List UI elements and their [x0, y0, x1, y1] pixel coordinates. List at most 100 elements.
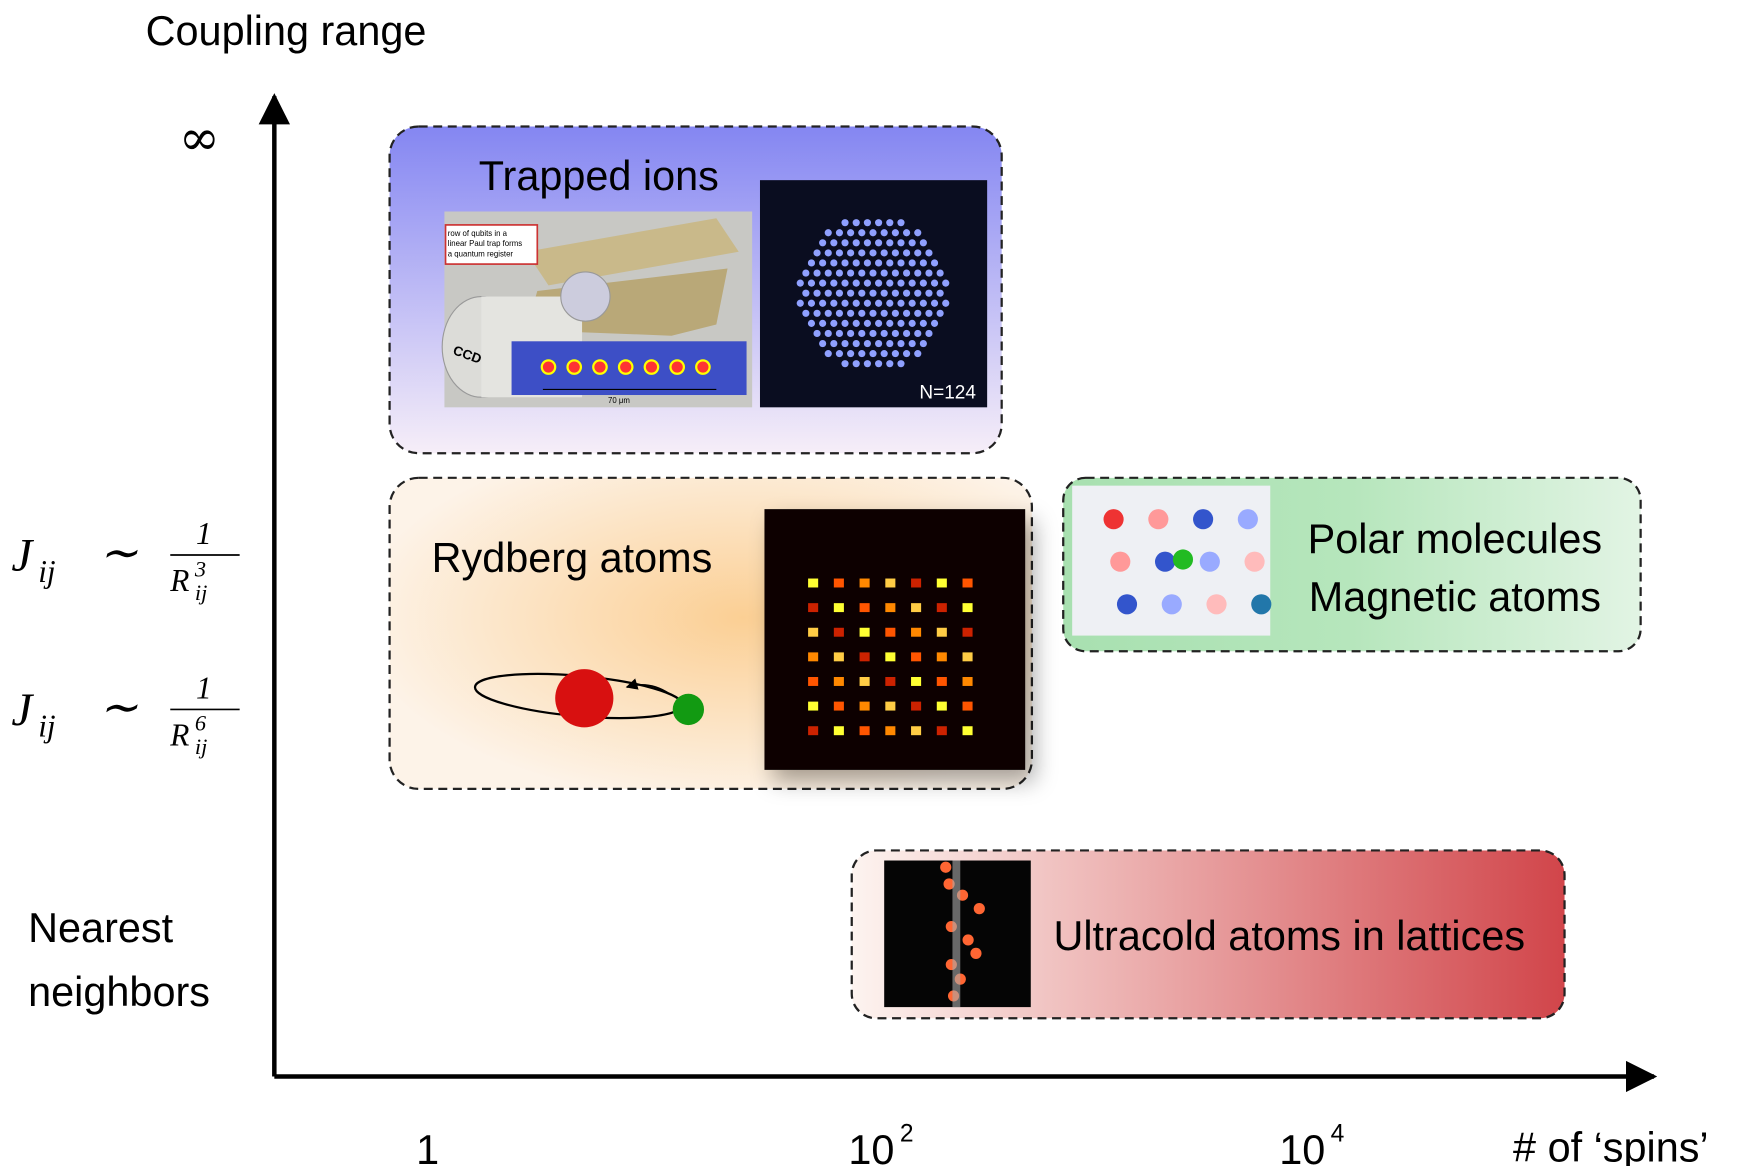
ion — [886, 300, 893, 307]
ion — [841, 259, 848, 266]
atom-site — [911, 628, 921, 637]
atom-site — [911, 702, 921, 711]
x-tick-label: 10 — [1279, 1127, 1325, 1166]
molecule — [1104, 509, 1124, 529]
atom-site — [860, 702, 870, 711]
ion — [813, 249, 820, 256]
ion — [696, 360, 709, 373]
atom-site — [963, 702, 973, 711]
atom-site — [834, 628, 844, 637]
ion — [881, 350, 888, 357]
ion-crystal-image: N=124 — [760, 180, 987, 407]
ion — [847, 249, 854, 256]
atom-site — [937, 628, 947, 637]
ion — [897, 259, 904, 266]
ion — [875, 239, 882, 246]
ion — [853, 239, 860, 246]
ion — [830, 300, 837, 307]
ion — [920, 340, 927, 347]
ion — [825, 229, 832, 236]
ion — [836, 269, 843, 276]
image-text: a quantum register — [448, 249, 514, 258]
ion — [853, 300, 860, 307]
atom-site — [911, 603, 921, 612]
ion — [903, 310, 910, 317]
molecule — [1193, 509, 1213, 529]
ion — [853, 360, 860, 367]
ion — [897, 340, 904, 347]
ion — [858, 310, 865, 317]
ion — [869, 330, 876, 337]
ion — [892, 330, 899, 337]
x-tick-label: 10 — [848, 1127, 894, 1166]
image-text: N=124 — [919, 382, 976, 403]
ion — [892, 249, 899, 256]
atom — [974, 903, 985, 914]
ion — [931, 320, 938, 327]
ion — [892, 350, 899, 357]
ion — [903, 249, 910, 256]
ion — [937, 290, 944, 297]
ion — [897, 360, 904, 367]
ion — [841, 239, 848, 246]
ion — [881, 229, 888, 236]
ion — [892, 229, 899, 236]
ion — [886, 320, 893, 327]
ion — [836, 350, 843, 357]
ion — [869, 249, 876, 256]
atom-site — [937, 579, 947, 588]
atom-site — [937, 702, 947, 711]
formula-sup: 3 — [194, 556, 206, 581]
ion — [903, 350, 910, 357]
ion — [909, 239, 916, 246]
ion — [858, 269, 865, 276]
ion — [847, 330, 854, 337]
ion — [897, 219, 904, 226]
platform-label: Magnetic atoms — [1309, 574, 1601, 620]
formula-sub: ij — [195, 734, 207, 759]
ion — [825, 310, 832, 317]
ion — [864, 259, 871, 266]
ion — [925, 330, 932, 337]
ion — [830, 340, 837, 347]
molecule — [1155, 552, 1175, 572]
ion — [847, 229, 854, 236]
ion — [931, 300, 938, 307]
ion — [825, 290, 832, 297]
atom-site — [808, 726, 818, 735]
ion — [858, 350, 865, 357]
ion — [847, 310, 854, 317]
atom-site — [885, 579, 895, 588]
molecule — [1117, 594, 1137, 614]
ion — [619, 360, 632, 373]
formula-sup: 6 — [195, 711, 207, 736]
ion — [875, 280, 882, 287]
platform-label: Ultracold atoms in lattices — [1053, 913, 1525, 959]
ion — [909, 259, 916, 266]
ion — [819, 320, 826, 327]
diagram: Coupling range # of ‘spins’ ∞ Jij∼1R3ij … — [0, 0, 1746, 1166]
image-text: row of qubits in a — [448, 229, 508, 238]
molecule — [1148, 509, 1168, 529]
atom-site — [963, 652, 973, 661]
formula-lhs: J — [11, 530, 34, 582]
image-text: linear Paul trap forms — [448, 239, 522, 248]
ion — [886, 280, 893, 287]
ion — [920, 280, 927, 287]
ion — [886, 340, 893, 347]
atom-site — [860, 677, 870, 686]
ion — [875, 259, 882, 266]
ion — [836, 330, 843, 337]
ion — [903, 269, 910, 276]
ion — [903, 229, 910, 236]
ion — [853, 340, 860, 347]
ion — [881, 330, 888, 337]
ion — [858, 290, 865, 297]
ion — [836, 249, 843, 256]
ion — [909, 340, 916, 347]
atom-site — [834, 579, 844, 588]
ion — [802, 290, 809, 297]
molecule — [1200, 552, 1220, 572]
ion — [875, 360, 882, 367]
